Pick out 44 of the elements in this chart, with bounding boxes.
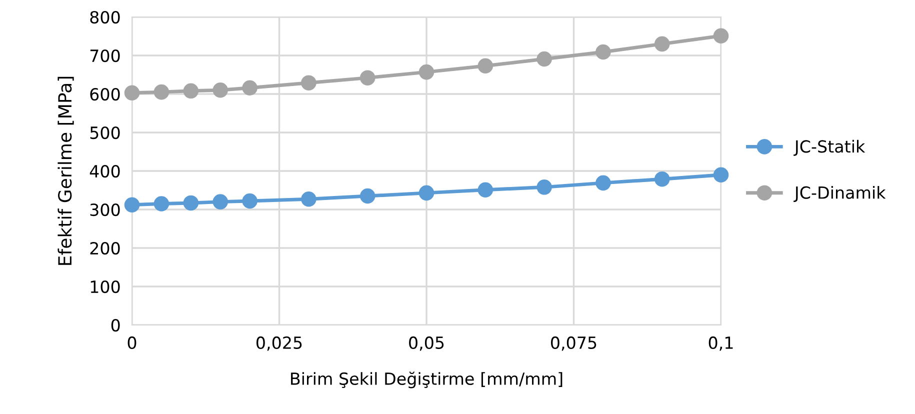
point xyxy=(212,194,228,210)
point xyxy=(301,191,316,207)
x-tick-label: 0,075 xyxy=(550,336,596,351)
y-tick-label: 100 xyxy=(90,280,120,294)
legend-label: JC-Dinamik xyxy=(794,186,886,202)
y-tick-label: 700 xyxy=(90,49,120,62)
point xyxy=(124,197,140,213)
y-tick-label: 0 xyxy=(111,318,120,332)
point xyxy=(596,175,611,191)
y-tick-label: 400 xyxy=(90,164,120,178)
point xyxy=(242,193,258,209)
x-tick-label: 0,1 xyxy=(708,336,733,351)
point xyxy=(478,182,494,198)
point xyxy=(360,188,376,204)
point xyxy=(478,58,494,74)
point xyxy=(713,28,729,44)
y-axis-title: Efektif Gerilme [MPa] xyxy=(58,76,74,265)
x-tick-label: 0,05 xyxy=(409,336,444,351)
y-tick-label: 600 xyxy=(90,88,120,101)
x-tick-label: 0 xyxy=(128,336,136,350)
y-tick-label: 300 xyxy=(90,203,120,216)
x-axis-title: Birim Şekil Değiştirme [mm/mm] xyxy=(291,372,562,388)
point xyxy=(183,83,199,99)
point xyxy=(596,44,611,60)
point xyxy=(242,80,258,96)
point xyxy=(360,70,376,86)
point xyxy=(154,84,170,100)
point xyxy=(154,196,170,212)
point xyxy=(212,82,228,98)
y-tick-label: 800 xyxy=(90,10,120,24)
point xyxy=(418,185,434,201)
point xyxy=(654,171,670,187)
point xyxy=(536,51,552,67)
x-tick-label: 0,025 xyxy=(256,336,302,351)
point xyxy=(536,180,552,195)
point xyxy=(654,36,670,52)
point xyxy=(301,75,316,90)
point xyxy=(183,195,199,211)
legend-label: JC-Statik xyxy=(794,140,866,156)
point xyxy=(418,64,434,80)
point xyxy=(124,85,140,100)
y-tick-label: 200 xyxy=(90,242,120,255)
point xyxy=(713,167,729,182)
y-tick-label: 500 xyxy=(90,126,120,140)
